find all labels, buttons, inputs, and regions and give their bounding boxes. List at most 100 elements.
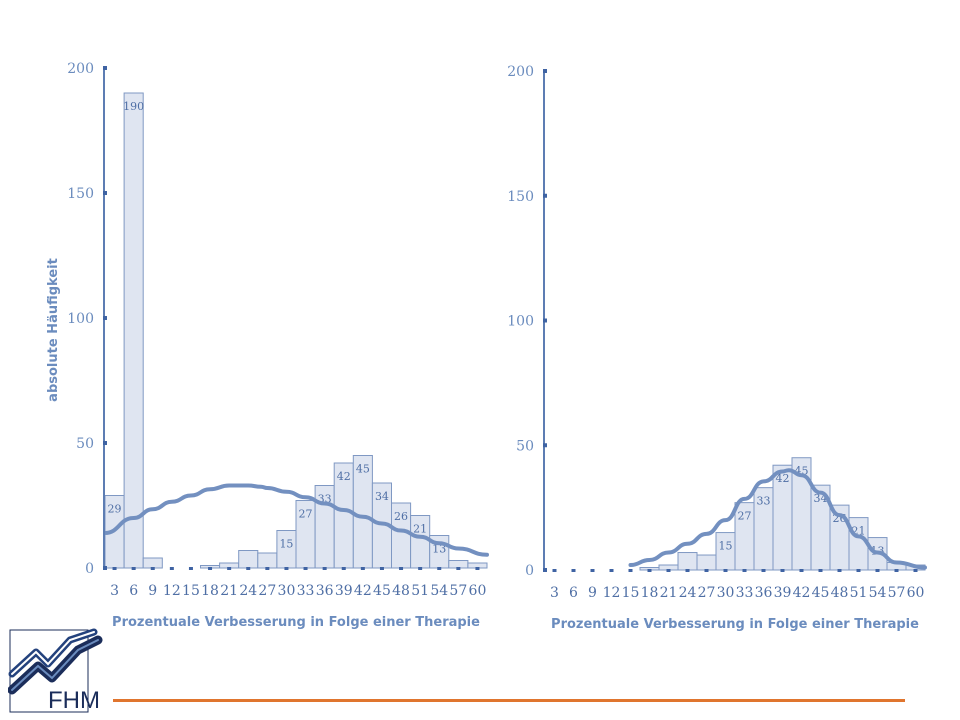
x-tick-mark-48 xyxy=(399,567,404,570)
x-tick-mark-24 xyxy=(246,567,251,570)
x-tick-12: 12 xyxy=(163,583,181,599)
x-tick-15: 15 xyxy=(622,585,640,601)
bar-label-33: 27 xyxy=(299,508,313,521)
x-tick-21: 21 xyxy=(220,583,238,599)
x-tick-36: 36 xyxy=(755,585,773,601)
x-tick-mark-24 xyxy=(685,569,690,572)
y-tick-mark-0 xyxy=(103,566,107,570)
x-tick-39: 39 xyxy=(335,583,353,599)
y-tick-mark-0 xyxy=(543,568,547,572)
x-tick-mark-30 xyxy=(723,569,728,572)
x-axis-label: Prozentuale Verbesserung in Folge einer … xyxy=(112,615,480,630)
x-tick-33: 33 xyxy=(736,585,754,601)
bar-57 xyxy=(448,560,469,569)
x-tick-51: 51 xyxy=(411,583,429,599)
y-tick-mark-100 xyxy=(103,316,107,320)
bar-label-45: 34 xyxy=(375,490,389,503)
x-tick-mark-9 xyxy=(150,567,155,570)
footer-divider xyxy=(113,699,905,702)
y-tick-100: 100 xyxy=(67,311,94,327)
x-tick-mark-27 xyxy=(265,567,270,570)
y-tick-150: 150 xyxy=(67,186,94,202)
x-tick-mark-6 xyxy=(571,569,576,572)
x-tick-mark-3 xyxy=(552,569,557,572)
x-tick-30: 30 xyxy=(717,585,735,601)
bar-label-39: 42 xyxy=(337,470,351,483)
bar-6 xyxy=(123,92,144,569)
x-tick-60: 60 xyxy=(469,583,487,599)
normal-curve xyxy=(103,483,489,557)
x-tick-24: 24 xyxy=(239,583,257,599)
y-tick-mark-50 xyxy=(543,443,547,448)
y-tick-200: 200 xyxy=(507,64,534,80)
x-tick-57: 57 xyxy=(888,585,906,601)
x-tick-6: 6 xyxy=(569,585,578,601)
x-tick-mark-15 xyxy=(628,569,633,572)
x-tick-21: 21 xyxy=(660,585,678,601)
x-tick-mark-33 xyxy=(303,567,308,570)
x-tick-51: 51 xyxy=(850,585,868,601)
x-tick-54: 54 xyxy=(869,585,887,601)
bar-label-51: 21 xyxy=(413,523,427,536)
x-tick-6: 6 xyxy=(129,583,138,599)
bar-label-48: 26 xyxy=(394,510,408,523)
x-tick-mark-57 xyxy=(894,569,899,572)
x-axis-label: Prozentuale Verbesserung in Folge einer … xyxy=(551,617,919,632)
x-tick-mark-57 xyxy=(456,567,461,570)
bar-label-30: 15 xyxy=(719,540,733,553)
y-tick-mark-150 xyxy=(543,193,547,198)
x-tick-mark-18 xyxy=(647,569,652,572)
x-tick-mark-27 xyxy=(704,569,709,572)
x-tick-12: 12 xyxy=(603,585,621,601)
x-tick-42: 42 xyxy=(793,585,811,601)
x-tick-mark-12 xyxy=(609,569,614,572)
bar-label-36: 33 xyxy=(757,495,771,508)
x-tick-27: 27 xyxy=(698,585,716,601)
x-tick-54: 54 xyxy=(430,583,448,599)
y-tick-50: 50 xyxy=(516,438,534,454)
bar-label-33: 27 xyxy=(738,510,752,523)
x-tick-36: 36 xyxy=(316,583,334,599)
fhm-logo: FHM xyxy=(7,626,108,714)
bar-27 xyxy=(696,554,717,571)
bar-label-42: 45 xyxy=(356,463,370,476)
y-tick-mark-200 xyxy=(543,69,547,73)
x-tick-42: 42 xyxy=(354,583,372,599)
y-tick-mark-100 xyxy=(543,318,547,323)
y-tick-mark-150 xyxy=(103,191,107,195)
y-tick-0: 0 xyxy=(525,563,534,579)
x-tick-mark-36 xyxy=(322,567,327,570)
x-tick-9: 9 xyxy=(588,585,597,601)
x-tick-mark-21 xyxy=(666,569,671,572)
bar-24 xyxy=(238,550,259,569)
x-tick-mark-30 xyxy=(284,567,289,570)
x-tick-mark-9 xyxy=(590,569,595,572)
normal-curve xyxy=(628,468,927,570)
x-tick-mark-42 xyxy=(360,567,365,570)
y-tick-100: 100 xyxy=(507,314,534,330)
x-tick-33: 33 xyxy=(297,583,315,599)
x-tick-mark-45 xyxy=(818,569,823,572)
logo-text: FHM xyxy=(48,687,100,714)
x-tick-48: 48 xyxy=(831,585,849,601)
x-tick-mark-36 xyxy=(761,569,766,572)
x-tick-mark-51 xyxy=(856,569,861,572)
x-tick-mark-15 xyxy=(188,567,193,570)
bar-9 xyxy=(142,557,163,569)
x-tick-mark-60 xyxy=(475,567,480,570)
y-tick-0: 0 xyxy=(85,561,94,577)
x-tick-mark-48 xyxy=(837,569,842,572)
bar-24 xyxy=(677,552,698,571)
x-tick-3: 3 xyxy=(550,585,559,601)
x-tick-mark-33 xyxy=(742,569,747,572)
x-tick-mark-6 xyxy=(131,567,136,570)
x-tick-18: 18 xyxy=(641,585,659,601)
x-tick-48: 48 xyxy=(392,583,410,599)
x-tick-mark-60 xyxy=(913,569,918,572)
x-tick-60: 60 xyxy=(907,585,925,601)
x-tick-24: 24 xyxy=(679,585,697,601)
x-tick-30: 30 xyxy=(278,583,296,599)
